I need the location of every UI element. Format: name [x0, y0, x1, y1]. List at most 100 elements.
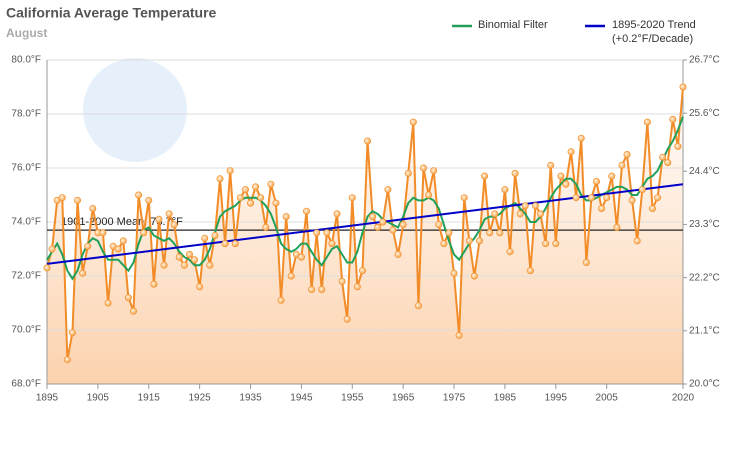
- data-point: [160, 261, 168, 269]
- x-tick-label: 1945: [290, 393, 313, 404]
- y-tick-label: 74.0°F: [11, 217, 41, 228]
- data-point: [333, 210, 341, 218]
- data-point: [623, 151, 631, 159]
- data-point: [679, 83, 687, 91]
- data-point: [435, 221, 443, 229]
- data-point: [587, 194, 595, 202]
- data-point: [267, 180, 275, 188]
- data-point: [470, 272, 478, 280]
- data-point: [618, 161, 626, 169]
- data-point: [491, 210, 499, 218]
- data-point: [440, 240, 448, 248]
- data-point: [257, 194, 265, 202]
- data-point: [364, 137, 372, 145]
- data-point: [272, 199, 280, 207]
- data-point: [43, 264, 51, 272]
- data-point: [155, 215, 163, 223]
- data-point: [201, 234, 209, 242]
- y-tick-label: 70.0°F: [11, 325, 41, 336]
- data-point: [231, 240, 239, 248]
- y2-tick-label: 25.6°C: [689, 108, 720, 119]
- y2-tick-label: 22.2°C: [689, 272, 720, 283]
- data-point: [135, 191, 143, 199]
- data-point: [399, 221, 407, 229]
- y-tick-label: 72.0°F: [11, 271, 41, 282]
- data-point: [455, 331, 463, 339]
- data-point: [129, 307, 137, 315]
- data-point: [414, 302, 422, 310]
- data-point: [394, 250, 402, 258]
- data-point: [542, 240, 550, 248]
- data-point: [338, 277, 346, 285]
- legend-label: 1895-2020 Trend (+0.2°F/Decade): [612, 19, 696, 45]
- data-point: [221, 240, 229, 248]
- x-tick-label: 2020: [672, 393, 695, 404]
- x-tick-label: 1925: [189, 393, 212, 404]
- data-point: [547, 161, 555, 169]
- data-point: [124, 294, 132, 302]
- y-tick-label: 78.0°F: [11, 109, 41, 120]
- data-point: [648, 205, 656, 213]
- data-point: [526, 267, 534, 275]
- data-point: [501, 186, 509, 194]
- y2-tick-label: 20.0°C: [689, 379, 720, 390]
- data-point: [206, 261, 214, 269]
- data-point: [511, 169, 519, 177]
- x-tick-label: 1995: [545, 393, 568, 404]
- data-point: [262, 223, 270, 231]
- data-point: [633, 237, 641, 245]
- data-point: [353, 283, 361, 291]
- data-point: [654, 194, 662, 202]
- data-point: [165, 210, 173, 218]
- data-point: [537, 210, 545, 218]
- y-tick-label: 76.0°F: [11, 163, 41, 174]
- data-point: [297, 253, 305, 261]
- data-point: [460, 194, 468, 202]
- data-point: [89, 205, 97, 213]
- data-point: [608, 172, 616, 180]
- data-point: [328, 240, 336, 248]
- data-point: [150, 280, 158, 288]
- data-point: [241, 186, 249, 194]
- data-point: [531, 202, 539, 210]
- data-point: [557, 172, 565, 180]
- data-point: [445, 229, 453, 237]
- y-tick-label: 80.0°F: [11, 55, 41, 66]
- data-point: [369, 213, 377, 221]
- data-point: [603, 194, 611, 202]
- chart-title: California Average Temperature: [6, 5, 217, 21]
- data-point: [358, 267, 366, 275]
- data-point: [79, 269, 87, 277]
- data-point: [516, 210, 524, 218]
- data-point: [404, 169, 412, 177]
- data-point: [68, 329, 76, 337]
- data-point: [180, 261, 188, 269]
- data-point: [379, 218, 387, 226]
- data-point: [308, 285, 316, 293]
- data-point: [196, 283, 204, 291]
- data-point: [669, 115, 677, 123]
- data-point: [481, 172, 489, 180]
- data-point: [119, 237, 127, 245]
- x-tick-label: 1955: [341, 393, 364, 404]
- x-tick-label: 1895: [36, 393, 59, 404]
- data-point: [236, 194, 244, 202]
- data-point: [450, 269, 458, 277]
- data-point: [74, 196, 82, 204]
- data-point: [104, 299, 112, 307]
- x-tick-label: 1965: [392, 393, 415, 404]
- x-tick-label: 1905: [87, 393, 110, 404]
- data-point: [343, 315, 351, 323]
- data-point: [521, 202, 529, 210]
- y2-tick-label: 24.4°C: [689, 166, 720, 177]
- data-point: [48, 245, 56, 253]
- legend-label: Binomial Filter: [478, 19, 548, 31]
- chart-subtitle: August: [6, 26, 47, 40]
- data-point: [211, 232, 219, 240]
- data-point: [99, 229, 107, 237]
- x-tick-label: 2005: [596, 393, 619, 404]
- x-tick-label: 1975: [443, 393, 466, 404]
- data-point: [140, 229, 148, 237]
